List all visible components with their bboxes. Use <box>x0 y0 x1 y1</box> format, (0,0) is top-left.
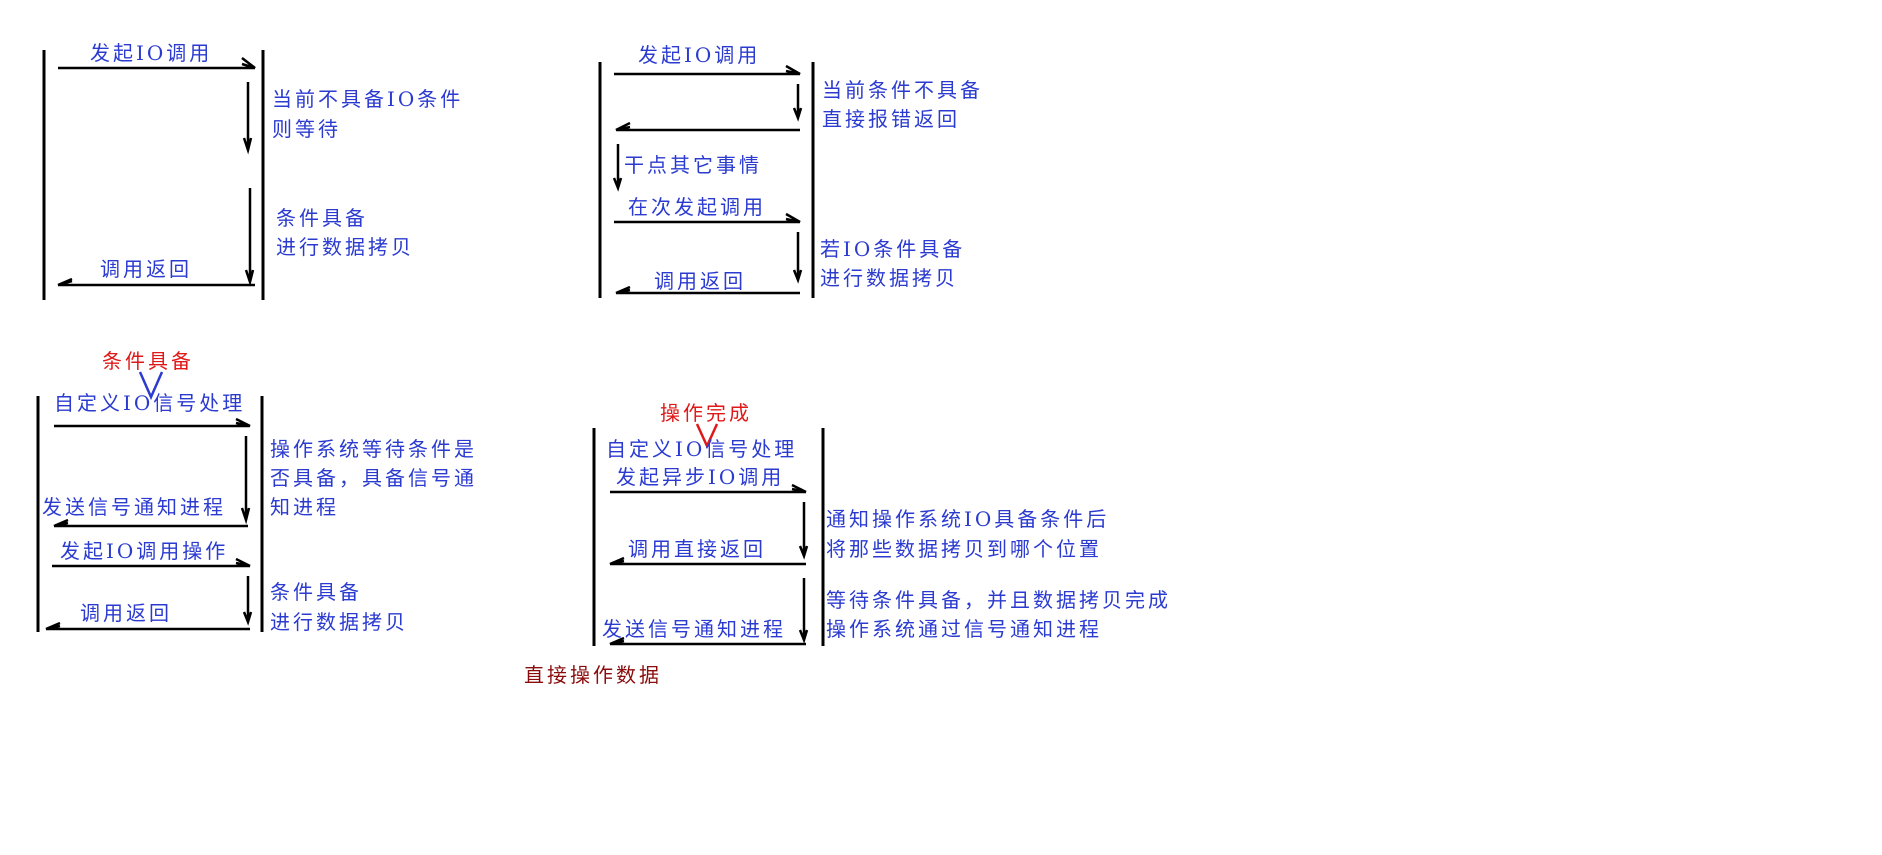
note-line-1: 当前条件不具备 <box>822 78 983 102</box>
note-line-5: 进行数据拷贝 <box>270 610 408 634</box>
return-arrow <box>45 621 250 631</box>
handler-label: 自定义IO信号处理 <box>54 391 245 415</box>
other-work-label: 干点其它事情 <box>624 153 762 177</box>
return-label: 调用返回 <box>100 257 192 281</box>
non-blocking-io-diagram: 发起IO调用 当前条件不具备 直接报错返回 干点其它事情 在次发起调用 若IO条… <box>598 43 983 298</box>
note-line-1: 操作系统等待条件是 <box>270 437 477 461</box>
note-line-3: 条件具备 <box>276 206 368 230</box>
copy-arrow <box>792 232 803 284</box>
return-arrow <box>615 285 800 295</box>
return-arrow <box>57 277 255 287</box>
copy-arrow <box>242 576 253 626</box>
signal-driven-io-diagram: 条件具备 自定义IO信号处理 操作系统等待条件是 否具备，具备信号通 知进程 发… <box>36 349 477 634</box>
call-arrow <box>614 64 801 76</box>
call-label: 发起异步IO调用 <box>616 465 784 489</box>
call-arrow <box>58 57 256 70</box>
note-line-1: 通知操作系统IO具备条件后 <box>826 507 1109 531</box>
call-label: 发起IO调用 <box>90 41 212 65</box>
note-line-4: 进行数据拷贝 <box>820 266 958 290</box>
return-label: 调用直接返回 <box>628 537 766 561</box>
call-arrow <box>52 557 251 568</box>
note-line-2: 否具备，具备信号通 <box>270 466 477 490</box>
ready-annotation: 条件具备 <box>102 349 194 373</box>
note-line-2: 将那些数据拷贝到哪个位置 <box>826 537 1102 561</box>
wait-arrow <box>242 82 253 155</box>
return-label: 调用返回 <box>654 269 746 293</box>
note-line-4: 条件具备 <box>270 580 362 604</box>
signal-label: 发送信号通知进程 <box>42 495 226 519</box>
notify-arrow <box>798 502 809 560</box>
other-work-arrow <box>612 144 623 192</box>
copy-arrow <box>244 188 255 287</box>
note-line-3: 知进程 <box>270 495 339 519</box>
error-return-arrow <box>615 121 800 132</box>
recall-label: 在次发起调用 <box>628 195 766 219</box>
wait-arrow <box>240 436 251 525</box>
async-io-diagram: 操作完成 自定义IO信号处理 发起异步IO调用 通知操作系统IO具备条件后 将那… <box>524 401 1171 687</box>
handler-arrow <box>54 417 251 428</box>
insertion-caret <box>138 371 164 401</box>
blocking-io-diagram: 发起IO调用 当前不具备IO条件 则等待 条件具备 进行数据拷贝 调用返回 <box>42 41 463 300</box>
signal-arrow <box>53 518 248 528</box>
call-label: 发起IO调用操作 <box>60 539 228 563</box>
return-arrow <box>609 556 806 566</box>
note-line-4: 操作系统通过信号通知进程 <box>826 617 1102 641</box>
note-line-1: 当前不具备IO条件 <box>272 87 463 111</box>
bottom-label: 直接操作数据 <box>524 663 662 687</box>
return-label: 调用返回 <box>80 601 172 625</box>
note-line-4: 进行数据拷贝 <box>276 235 414 259</box>
call-arrow <box>610 483 807 494</box>
check-arrow <box>792 84 803 122</box>
wait-arrow <box>798 578 809 644</box>
signal-label: 发送信号通知进程 <box>602 617 786 641</box>
handler-label: 自定义IO信号处理 <box>606 437 797 461</box>
done-annotation: 操作完成 <box>660 401 752 425</box>
note-line-2: 直接报错返回 <box>822 107 960 131</box>
signal-arrow <box>609 636 806 646</box>
call-label: 发起IO调用 <box>638 43 760 67</box>
insertion-caret <box>695 423 719 450</box>
recall-arrow <box>614 212 801 224</box>
note-line-3: 等待条件具备，并且数据拷贝完成 <box>826 588 1171 612</box>
note-line-3: 若IO条件具备 <box>820 237 965 261</box>
note-line-2: 则等待 <box>272 117 341 141</box>
